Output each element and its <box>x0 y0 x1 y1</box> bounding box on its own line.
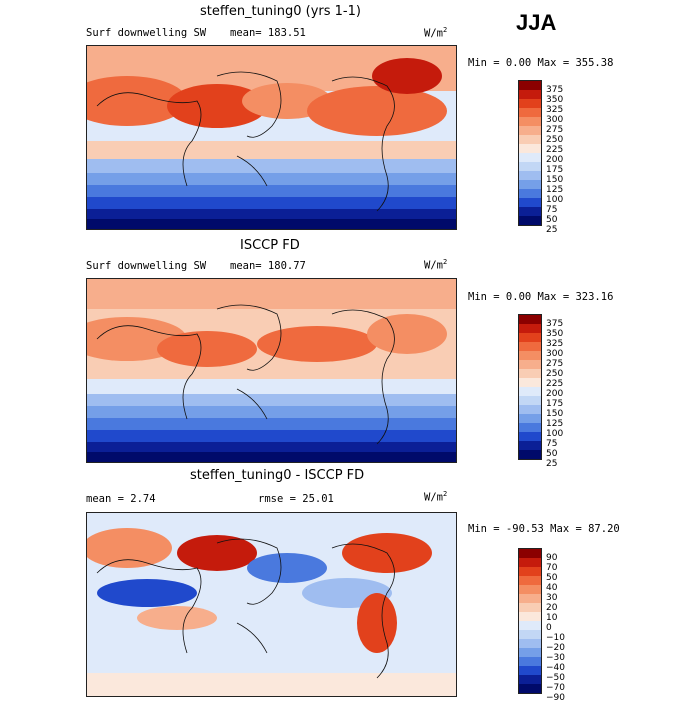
panel-3-mean-label: mean = 2.74 <box>86 493 156 505</box>
panel-3-coastlines <box>96 538 395 679</box>
panel-1-units: W/m2 <box>424 26 448 40</box>
panel-1-mean-label: mean= 183.51 <box>230 27 306 39</box>
panel-3-map-field <box>87 513 456 696</box>
panel-3-units: W/m2 <box>424 490 448 504</box>
panel-1-map <box>86 45 457 230</box>
panel-2-title: ISCCP FD <box>240 238 300 253</box>
panel-1-title: steffen_tuning0 (yrs 1-1) <box>200 4 361 19</box>
panel-2-variable-label: Surf downwelling SW <box>86 260 207 272</box>
panel-1-map-field <box>87 46 456 229</box>
panel-3-colorbar <box>518 548 542 694</box>
panel-3-range-label: Min = -90.53 Max = 87.20 <box>468 523 620 535</box>
panel-1-colorbar-labels: 375 350 325 300 275 250 225 200 175 150 125 100 75 50… <box>546 85 564 235</box>
panel-2-map-field <box>87 279 456 462</box>
season-label: JJA <box>516 10 557 35</box>
panel-3-colorbar-labels: 90 70 50 40 30 20 10 0 −10 −20 −30 −40 −50 −70 −90 <box>546 553 565 703</box>
panel-3-rmse-label: rmse = 25.01 <box>258 493 334 505</box>
panel-2-mean-label: mean= 180.77 <box>230 260 306 272</box>
panel-1-coastlines <box>96 71 395 212</box>
panel-1-colorbar <box>518 80 542 226</box>
panel-1-variable-label: Surf downwelling SW <box>86 27 207 39</box>
panel-3-map <box>86 512 457 697</box>
panel-2-units: W/m2 <box>424 258 448 272</box>
panel-3-title: steffen_tuning0 - ISCCP FD <box>190 468 365 483</box>
panel-2-coastlines <box>96 304 395 445</box>
panel-2-range-label: Min = 0.00 Max = 323.16 <box>468 291 614 303</box>
panel-2-colorbar <box>518 314 542 460</box>
panel-2-map <box>86 278 457 463</box>
panel-1-range-label: Min = 0.00 Max = 355.38 <box>468 57 614 69</box>
panel-2-colorbar-labels: 375 350 325 300 275 250 225 200 175 150 125 100 75 50… <box>546 319 564 469</box>
